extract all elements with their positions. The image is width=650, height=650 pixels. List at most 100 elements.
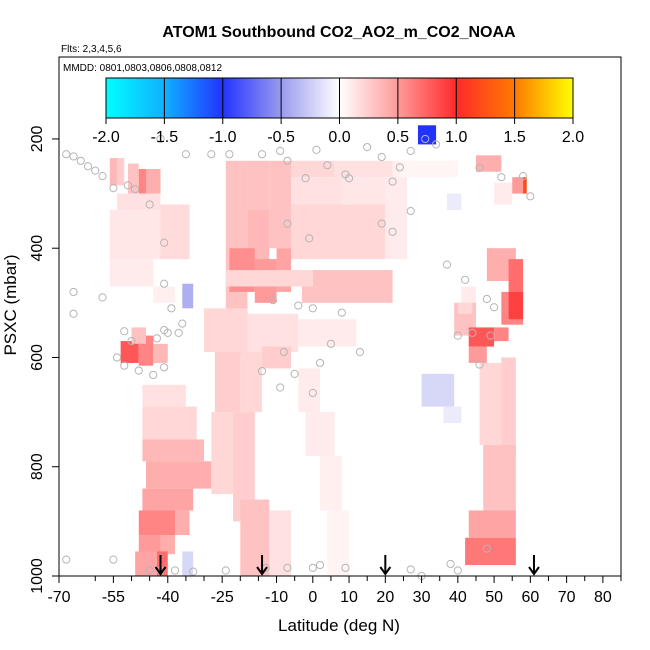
heatmap-cell — [298, 368, 321, 413]
flight-arrows — [154, 555, 540, 576]
heatmap-cell — [291, 204, 386, 260]
sample-point — [453, 331, 462, 340]
heatmap-cell — [443, 406, 462, 424]
heatmap-cell — [204, 308, 248, 353]
heatmap-cell — [138, 510, 176, 536]
sample-point — [421, 134, 430, 144]
sample-point — [83, 162, 93, 171]
heatmap-cell — [117, 158, 125, 186]
sample-point — [308, 388, 317, 398]
sample-point — [91, 166, 100, 175]
sample-point — [337, 308, 346, 317]
heatmap-cell — [240, 352, 263, 413]
heatmap-cell — [247, 313, 299, 353]
sample-point — [460, 275, 470, 284]
heatmap-cell — [233, 412, 255, 522]
sample-point — [475, 360, 484, 369]
sample-point — [308, 563, 317, 572]
heatmap-cell — [334, 160, 393, 178]
heatmap-cell — [417, 125, 437, 145]
heatmap-cell — [211, 412, 234, 495]
sample-point — [257, 150, 267, 159]
y-axis-label: PSXC (mbar) — [1, 254, 20, 355]
heatmap-cell — [225, 270, 313, 287]
sample-point — [283, 156, 292, 165]
heatmap-cell — [120, 341, 139, 363]
sample-point — [62, 555, 71, 564]
plot-frame — [58, 56, 622, 577]
sample-point — [406, 146, 415, 156]
sample-point — [519, 171, 528, 181]
heatmap-cell — [475, 155, 502, 172]
heatmap-cell — [494, 182, 513, 205]
heatmap-cell — [153, 286, 176, 303]
sample-point — [163, 328, 172, 337]
sample-point — [152, 334, 161, 343]
sample-point — [225, 150, 234, 159]
sample-point — [69, 287, 78, 297]
sample-point — [127, 336, 136, 346]
heatmap-cells — [109, 125, 527, 576]
sample-point — [178, 319, 187, 328]
heatmap-cell — [182, 551, 194, 576]
sample-point — [276, 146, 285, 156]
colorbar-tick-label: 1.0 — [445, 129, 467, 146]
heatmap-cell — [269, 510, 292, 576]
sample-point — [160, 363, 169, 372]
heatmap-cell — [269, 160, 292, 249]
heatmap-cell — [146, 168, 161, 194]
sample-point — [112, 353, 122, 362]
sample-point — [134, 366, 143, 375]
sample-point — [468, 328, 477, 337]
sample-point — [221, 566, 230, 575]
x-tick-label: 50 — [485, 589, 503, 606]
heatmap-cell — [135, 551, 157, 576]
heatmap-cell — [305, 412, 335, 456]
sample-point — [482, 294, 491, 304]
heatmap-cell — [468, 327, 495, 347]
sample-point — [388, 177, 397, 186]
heatmap-cell — [421, 373, 455, 407]
heatmap-cell — [247, 160, 270, 210]
sample-point — [189, 567, 198, 576]
flight-arrow — [256, 555, 268, 576]
heatmap-cell — [117, 193, 161, 210]
sample-point — [109, 555, 118, 564]
sample-point — [486, 331, 495, 340]
heatmap-cell — [291, 177, 342, 205]
x-tick-label: -70 — [47, 589, 70, 606]
heatmap-cell — [262, 346, 292, 369]
x-tick-label: -10 — [265, 589, 288, 606]
heatmap-cell — [512, 177, 524, 194]
sample-point — [181, 150, 191, 159]
x-tick-label: 30 — [413, 589, 431, 606]
sample-point — [497, 173, 506, 182]
x-tick-label: 60 — [521, 589, 539, 606]
colorbar-tick-label: -0.5 — [267, 129, 295, 146]
heatmap-cell — [494, 327, 509, 342]
x-tick-label: 20 — [376, 589, 394, 606]
heatmap-cell — [523, 177, 527, 194]
colorbar-tick-label: -1.0 — [209, 129, 237, 146]
sample-point — [123, 181, 132, 190]
sample-point — [279, 347, 288, 357]
heatmap-cell — [109, 158, 118, 186]
heatmap-cell — [465, 537, 516, 566]
flight-arrow — [154, 555, 167, 576]
heatmap-cell — [142, 439, 205, 462]
heatmap-cell — [109, 259, 154, 287]
sample-point — [301, 174, 310, 183]
colorbar-tick-label: 0.5 — [387, 129, 409, 146]
sample-point — [167, 304, 176, 313]
heatmap-cell — [468, 346, 487, 363]
sample-point — [283, 563, 292, 572]
heatmap-cell — [138, 535, 161, 555]
sample-points — [62, 134, 535, 581]
heatmap-cell — [399, 160, 458, 178]
sample-point — [257, 367, 267, 376]
heatmap-cell — [182, 283, 194, 309]
x-tick-label: 0 — [308, 589, 317, 606]
heatmap-cell — [483, 444, 516, 511]
sample-point — [315, 560, 325, 570]
flight-arrow — [528, 555, 540, 576]
